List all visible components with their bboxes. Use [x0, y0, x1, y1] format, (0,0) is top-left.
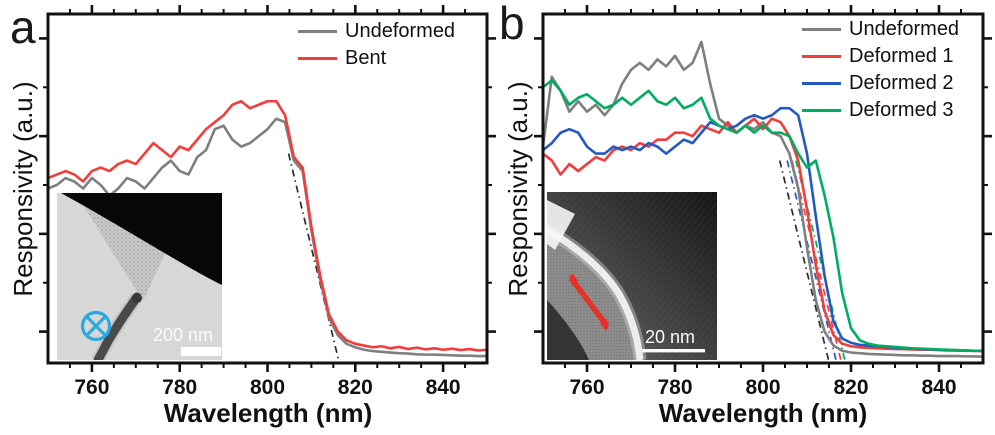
panel-b-legend: Undeformed Deformed 1 Deformed 2 Deforme… — [802, 16, 959, 124]
legend-swatch — [802, 55, 841, 58]
x-tick-label: 760 — [74, 376, 109, 399]
scale-bar — [181, 347, 221, 356]
plot-frame — [46, 12, 489, 365]
double-arrow-icon — [571, 278, 607, 326]
panel-b-x-axis-label: Wavelength (nm) — [658, 398, 868, 428]
series-deformed-3 — [541, 79, 985, 353]
legend-swatch — [802, 82, 841, 85]
panel-b-inset-hrtem-image: 20 nm — [547, 192, 717, 360]
scale-bar-label: 200 nm — [153, 325, 213, 345]
x-tick-label: 820 — [338, 376, 373, 399]
panel-b-y-axis-label: Responsivity (a.u.) — [503, 81, 533, 297]
cutoff-extrapolation-line — [786, 160, 838, 363]
scale-bar-label: 20 nm — [645, 327, 695, 347]
legend-item: Deformed 2 — [802, 70, 959, 97]
legend-label: Undeformed — [345, 20, 456, 42]
legend-label: Deformed 2 — [849, 72, 954, 94]
legend-item: Deformed 1 — [802, 43, 959, 70]
cutoff-extrapolation-line — [287, 153, 340, 363]
legend-item: Undeformed — [802, 16, 959, 43]
legend-swatch — [802, 28, 841, 31]
tem-nanowire-cluster — [83, 205, 169, 301]
panel-a-x-axis-label: Wavelength (nm) — [163, 398, 373, 428]
panel-b-letter: b — [499, 0, 525, 49]
x-tick-label: 760 — [569, 376, 604, 399]
x-tick-label: 800 — [745, 376, 780, 399]
panel-a-legend: Undeformed Bent — [298, 18, 455, 72]
legend-swatch — [298, 57, 337, 60]
series-undeformed — [46, 117, 489, 358]
x-tick-label: 780 — [657, 376, 692, 399]
x-tick-label: 840 — [426, 376, 461, 399]
cutoff-extrapolation-line — [778, 160, 830, 363]
legend-label: Deformed 3 — [849, 99, 954, 121]
series-bent — [46, 99, 489, 352]
tem-nanowire-tip — [132, 293, 142, 303]
plot-frame — [541, 12, 985, 365]
panel-a-letter: a — [10, 1, 36, 53]
tem-nanowire — [93, 292, 142, 360]
hrtem-shell-band — [547, 226, 644, 360]
legend-swatch — [298, 30, 337, 33]
circled-x-icon — [80, 310, 112, 342]
tem-dark-region — [61, 193, 222, 285]
x-tick-label: 780 — [162, 376, 197, 399]
scale-bar — [642, 349, 705, 353]
legend-label: Bent — [345, 47, 387, 69]
panel-a-y-axis-label: Responsivity (a.u.) — [8, 81, 38, 297]
series-undeformed — [541, 40, 985, 359]
hrtem-bright-corner — [547, 200, 575, 250]
x-tick-label: 840 — [921, 376, 956, 399]
x-tick-label: 800 — [250, 376, 285, 399]
legend-label: Deformed 1 — [849, 45, 954, 67]
legend-item: Bent — [298, 45, 455, 72]
legend-swatch — [802, 109, 841, 112]
x-tick-label: 820 — [833, 376, 868, 399]
legend-item: Undeformed — [298, 18, 455, 45]
legend-label: Undeformed — [849, 18, 960, 40]
legend-item: Deformed 3 — [802, 97, 959, 124]
panel-a-inset-tem-image: 200 nm — [57, 193, 222, 360]
